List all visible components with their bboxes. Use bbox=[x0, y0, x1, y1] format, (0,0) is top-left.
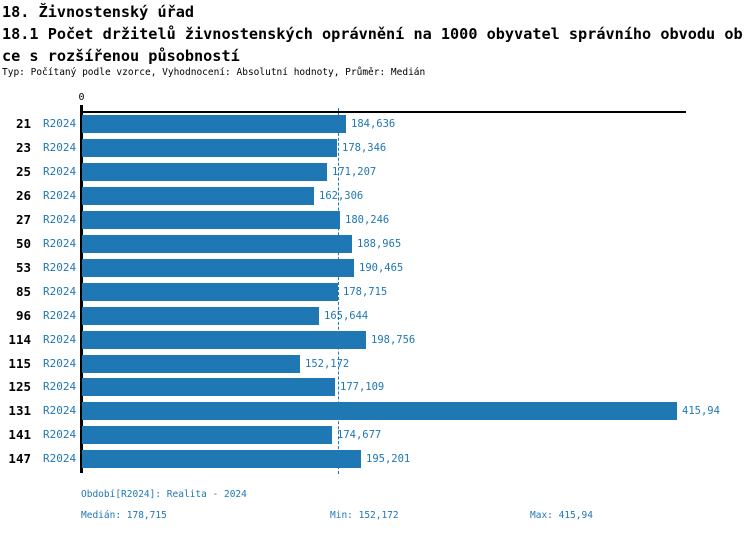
chart-row: 26 R2024 162,306 bbox=[0, 187, 750, 205]
row-series-label: R2024 bbox=[43, 428, 77, 441]
row-category-label: 26 bbox=[15, 188, 31, 203]
bar-value-label: 415,94 bbox=[682, 405, 720, 417]
zero-tick-label: 0 bbox=[78, 92, 85, 103]
bar-value-label: 162,306 bbox=[319, 190, 364, 202]
row-category-label: 23 bbox=[15, 140, 31, 155]
chart-row: 25 R2024 171,207 bbox=[0, 163, 750, 181]
bar-value-label: 177,109 bbox=[340, 381, 385, 393]
row-series-label: R2024 bbox=[43, 357, 77, 370]
chart-row: 27 R2024 180,246 bbox=[0, 211, 750, 229]
chart-row: 50 R2024 188,965 bbox=[0, 235, 750, 253]
row-series-label: R2024 bbox=[43, 117, 77, 130]
median-line bbox=[337, 108, 339, 474]
chart-row: 115 R2024 152,172 bbox=[0, 355, 750, 373]
bar-value-label: 188,965 bbox=[357, 238, 402, 250]
row-series-label: R2024 bbox=[43, 165, 77, 178]
chart-row: 85 R2024 178,715 bbox=[0, 283, 750, 301]
bar bbox=[82, 402, 677, 420]
row-series-label: R2024 bbox=[43, 333, 77, 346]
chart-row: 147 R2024 195,201 bbox=[0, 450, 750, 468]
bar-value-label: 152,172 bbox=[305, 358, 350, 370]
bar bbox=[82, 450, 361, 468]
stat-min: Min: 152,172 bbox=[330, 510, 399, 521]
row-category-label: 50 bbox=[15, 236, 31, 251]
row-category-label: 141 bbox=[8, 427, 31, 442]
row-series-label: R2024 bbox=[43, 141, 77, 154]
bar-value-label: 198,756 bbox=[371, 334, 416, 346]
bar-value-label: 190,465 bbox=[359, 262, 404, 274]
bar bbox=[82, 211, 340, 229]
bar bbox=[82, 378, 335, 396]
row-series-label: R2024 bbox=[43, 285, 77, 298]
bar bbox=[82, 187, 314, 205]
bar-value-label: 165,644 bbox=[324, 310, 369, 322]
chart-row: 53 R2024 190,465 bbox=[0, 259, 750, 277]
row-category-label: 131 bbox=[8, 403, 31, 418]
row-category-label: 114 bbox=[8, 332, 31, 347]
bar-value-label: 180,246 bbox=[345, 214, 390, 226]
stat-median: Medián: 178,715 bbox=[81, 510, 167, 521]
bar bbox=[82, 259, 354, 277]
row-category-label: 125 bbox=[8, 379, 31, 394]
chart-row: 125 R2024 177,109 bbox=[0, 378, 750, 396]
row-category-label: 147 bbox=[8, 451, 31, 466]
bar bbox=[82, 163, 327, 181]
chart-row: 131 R2024 415,94 bbox=[0, 402, 750, 420]
row-series-label: R2024 bbox=[43, 380, 77, 393]
indicator-title-line1: 18.1 Počet držitelů živnostenských opráv… bbox=[2, 25, 743, 43]
bar bbox=[82, 307, 319, 325]
row-category-label: 96 bbox=[15, 308, 31, 323]
bar-value-label: 171,207 bbox=[332, 166, 377, 178]
row-series-label: R2024 bbox=[43, 452, 77, 465]
bar bbox=[82, 235, 352, 253]
x-axis-line bbox=[80, 111, 686, 113]
row-series-label: R2024 bbox=[43, 189, 77, 202]
row-series-label: R2024 bbox=[43, 261, 77, 274]
bar bbox=[82, 331, 366, 349]
bar bbox=[82, 283, 338, 301]
bar-value-label: 178,346 bbox=[342, 142, 387, 154]
bar-value-label: 178,715 bbox=[343, 286, 388, 298]
bar-value-label: 174,677 bbox=[337, 429, 382, 441]
bar bbox=[82, 139, 337, 157]
indicator-title-line2: ce s rozšířenou působností bbox=[2, 47, 240, 65]
y-axis-line bbox=[80, 105, 83, 473]
chart-row: 23 R2024 178,346 bbox=[0, 139, 750, 157]
row-series-label: R2024 bbox=[43, 237, 77, 250]
row-category-label: 85 bbox=[15, 284, 31, 299]
row-series-label: R2024 bbox=[43, 404, 77, 417]
bar bbox=[82, 355, 300, 373]
stat-max: Max: 415,94 bbox=[530, 510, 593, 521]
chart-row: 141 R2024 174,677 bbox=[0, 426, 750, 444]
bar-value-label: 184,636 bbox=[351, 118, 396, 130]
chart-row: 96 R2024 165,644 bbox=[0, 307, 750, 325]
chart-row: 114 R2024 198,756 bbox=[0, 331, 750, 349]
section-title: 18. Živnostenský úřad bbox=[2, 3, 195, 21]
chart-meta: Typ: Počítaný podle vzorce, Vyhodnocení:… bbox=[2, 67, 426, 78]
row-category-label: 115 bbox=[8, 356, 31, 371]
bar-value-label: 195,201 bbox=[366, 453, 411, 465]
row-category-label: 53 bbox=[15, 260, 31, 275]
row-category-label: 27 bbox=[15, 212, 31, 227]
chart-row: 21 R2024 184,636 bbox=[0, 115, 750, 133]
row-category-label: 25 bbox=[15, 164, 31, 179]
row-series-label: R2024 bbox=[43, 309, 77, 322]
bar bbox=[82, 426, 332, 444]
row-series-label: R2024 bbox=[43, 213, 77, 226]
bar bbox=[82, 115, 346, 133]
row-category-label: 21 bbox=[15, 116, 31, 131]
legend-period: Období[R2024]: Realita - 2024 bbox=[81, 489, 247, 500]
